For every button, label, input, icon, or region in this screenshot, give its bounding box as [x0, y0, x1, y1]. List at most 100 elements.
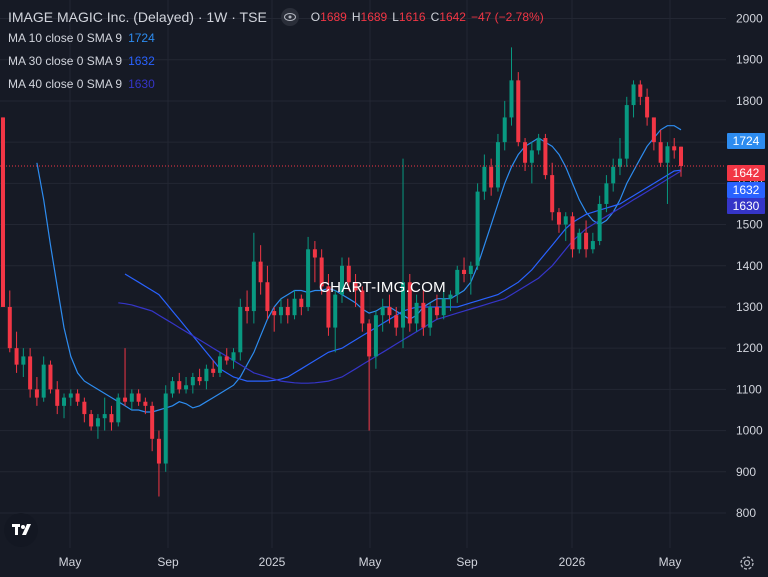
candle-body: [536, 138, 541, 151]
change-value: −47 (−2.78%): [470, 10, 544, 24]
candle-body: [638, 84, 643, 97]
price-label-text: 1632: [733, 183, 760, 197]
candle-body: [401, 282, 406, 328]
candle-body: [353, 282, 358, 291]
candle-body: [434, 306, 439, 316]
candle-body: [645, 96, 650, 118]
candle-body: [441, 298, 446, 316]
price-label-box: [727, 198, 765, 214]
candle-body: [306, 249, 311, 307]
candle-body: [407, 282, 412, 324]
candle-body: [360, 290, 365, 324]
candle-body: [211, 368, 216, 373]
candle-body: [651, 117, 656, 143]
price-label-text: 1724: [733, 134, 760, 148]
open-label: O: [310, 10, 321, 24]
y-tick-label: 1100: [736, 382, 762, 396]
indicator-legend-ma40[interactable]: MA 40 close 0 SMA 9 1630: [8, 77, 155, 91]
candle-body: [312, 249, 317, 258]
candle-body: [231, 352, 236, 361]
candle-body: [156, 438, 161, 464]
y-tick-label: 2000: [736, 12, 763, 26]
y-tick-label: 1800: [736, 94, 763, 108]
y-tick-label: 1900: [736, 53, 763, 67]
open-value: 1689: [320, 10, 347, 24]
candle-body: [7, 306, 12, 349]
gear-icon[interactable]: [738, 554, 756, 572]
y-tick-label: 1500: [736, 218, 763, 232]
candle-body: [421, 302, 426, 328]
indicator-label: MA 10 close 0 SMA 9: [8, 31, 123, 45]
x-tick-label: Sep: [456, 555, 478, 569]
y-tick-label: 1300: [736, 300, 763, 314]
candle-body: [489, 166, 494, 188]
candle-body: [462, 269, 467, 274]
low-label: L: [392, 10, 399, 24]
candle-body: [340, 265, 344, 295]
candle-body: [543, 138, 548, 176]
candle-body: [285, 306, 290, 316]
candle-body: [394, 315, 399, 328]
x-tick-label: May: [659, 555, 682, 569]
y-tick-label: 1000: [736, 424, 763, 438]
candle-body: [448, 294, 453, 299]
candle-body: [333, 294, 338, 328]
candle-body: [197, 377, 202, 382]
indicator-legend-ma10[interactable]: MA 10 close 0 SMA 9 1724: [8, 31, 155, 45]
candle-body: [516, 80, 521, 143]
candle-body: [258, 261, 263, 283]
candle-body: [163, 393, 168, 464]
candle-body: [21, 356, 26, 365]
price-label-box: [727, 182, 765, 198]
candle-body: [82, 401, 87, 415]
x-tick-label: May: [59, 555, 82, 569]
candle-body: [414, 302, 419, 324]
candle-body: [563, 216, 568, 225]
candle-body: [95, 418, 100, 427]
candle-body: [665, 146, 670, 163]
y-tick-label: 1200: [736, 341, 763, 355]
candle-body: [129, 393, 134, 402]
candle-body: [68, 393, 73, 398]
candle-body: [251, 261, 256, 312]
candle-body: [136, 393, 141, 402]
candle-body: [245, 306, 250, 312]
candle-body: [143, 401, 148, 406]
candle-body: [495, 142, 500, 188]
chart-header: IMAGE MAGIC Inc. (Delayed) · 1W · TSE O1…: [8, 6, 544, 28]
candle-body: [319, 257, 324, 287]
candle-body: [265, 282, 270, 312]
candle-body: [28, 356, 33, 390]
candle-body: [170, 381, 175, 394]
candle-body: [177, 381, 182, 390]
y-tick-label: 1400: [736, 259, 763, 273]
price-label-text: 1642: [733, 166, 760, 180]
indicator-legend-ma30[interactable]: MA 30 close 0 SMA 9 1632: [8, 54, 155, 68]
candle-body: [367, 323, 372, 357]
ohlc-values: O1689 H1689 L1616 C1642 −47 (−2.78%): [311, 10, 544, 24]
candle-body: [428, 306, 433, 328]
tradingview-logo-icon[interactable]: [4, 513, 38, 547]
candle-body: [55, 389, 60, 406]
candle-body: [455, 269, 460, 295]
candle-body: [109, 414, 114, 423]
candle-body: [468, 265, 473, 274]
price-axis[interactable]: 8009001000110012001300140015001600170018…: [727, 12, 765, 520]
eye-icon[interactable]: [280, 8, 299, 26]
candle-body: [556, 212, 561, 225]
candle-body: [116, 397, 121, 423]
candle-body: [679, 146, 683, 167]
high-label: H: [351, 10, 361, 24]
indicator-value: 1630: [128, 77, 155, 91]
moving-average-lines: [36, 125, 682, 413]
candle-body: [184, 385, 189, 390]
time-axis[interactable]: May Sep 2025 May Sep 2026 May: [59, 555, 682, 569]
candle-body: [550, 175, 555, 213]
symbol-title[interactable]: IMAGE MAGIC Inc. (Delayed) · 1W · TSE: [8, 9, 267, 25]
candle-body: [62, 397, 67, 406]
y-tick-label: 800: [736, 506, 756, 520]
candle-body: [14, 348, 19, 365]
price-label-box: [727, 133, 765, 149]
indicator-value: 1724: [128, 31, 155, 45]
